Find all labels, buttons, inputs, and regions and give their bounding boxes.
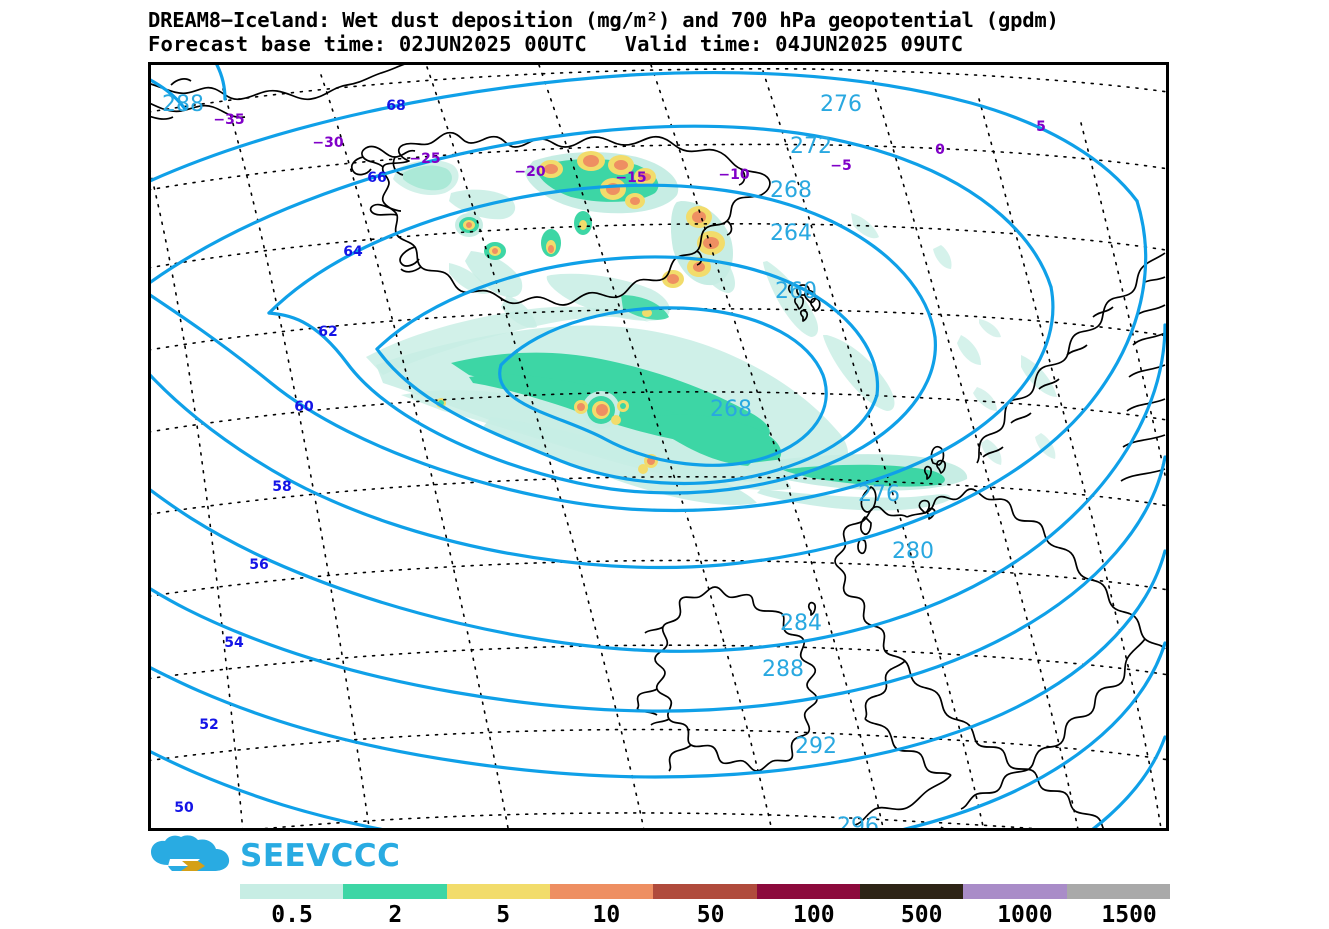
geopotential-label-0: 288: [162, 92, 204, 117]
geopotential-contours: [151, 65, 1166, 828]
chart-title-block: DREAM8−Iceland: Wet dust deposition (mg/…: [148, 8, 1328, 56]
latitude-labels: 68 66 64 62 60 58 56 54 52 50: [174, 98, 405, 816]
geopotential-label-9: 284: [780, 611, 822, 636]
colorbar-segment-0: [240, 884, 344, 899]
colorbar-tick-4: 50: [696, 902, 725, 928]
colorbar-segment-8: [1066, 884, 1170, 899]
latitude-label-4: 60: [294, 399, 314, 415]
colorbar-tick-8: 1500: [1101, 902, 1157, 928]
colorbar: 0.5 2 5 10 50 100 500 1000 1500: [240, 884, 1170, 929]
chart-title-line-1: DREAM8−Iceland: Wet dust deposition (mg/…: [148, 8, 1059, 32]
map-plot-area: 288 276 272 268 264 260 268 276 280 284 288 292 296 …: [148, 62, 1169, 831]
chart-title-line-2: Forecast base time: 02JUN2025 00UTC Vali…: [148, 32, 964, 56]
colorbar-tick-0: 0.5: [271, 902, 313, 928]
latitude-label-1: 66: [367, 170, 386, 186]
colorbar-segment-5: [756, 884, 860, 899]
longitude-label-6: −5: [830, 158, 851, 174]
colorbar-tick-6: 500: [900, 902, 943, 928]
coastlines: [151, 65, 1166, 828]
map-canvas: 288 276272268264260268276280284288292296 …: [151, 65, 1166, 828]
geopotential-label-4: 264: [770, 221, 812, 246]
geopotential-label-11: 292: [795, 734, 837, 759]
colorbar-tick-5: 100: [793, 902, 835, 928]
colorbar-segment-4: [653, 884, 757, 899]
iceland-deposition: [393, 151, 733, 321]
dust-deposition-shading: [366, 151, 1057, 511]
geopotential-label-5: 260: [775, 279, 817, 304]
longitude-label-4: −15: [615, 170, 646, 186]
geopotential-label-6: 268: [710, 397, 752, 422]
cloud-icon: [151, 835, 230, 871]
colorbar-segment-6: [859, 884, 964, 899]
latitude-label-5: 58: [272, 479, 291, 495]
longitude-labels: −35 −30 −25 −20 −15 −10 −5 0 5: [213, 112, 1045, 186]
longitude-label-5: −10: [718, 167, 749, 183]
colorbar-tick-1: 2: [388, 902, 403, 928]
latitude-label-9: 50: [174, 800, 194, 816]
colorbar-segment-2: [446, 884, 550, 899]
longitude-label-8: 5: [1036, 119, 1046, 135]
faroe-islands: [787, 283, 821, 322]
latitude-label-2: 64: [343, 244, 363, 260]
latitude-label-0: 68: [386, 98, 405, 114]
longitude-label-7: 0: [935, 142, 945, 158]
colorbar-segment-3: [549, 884, 654, 899]
colorbar-segment-7: [963, 884, 1067, 899]
colorbar-tick-labels: 0.5 2 5 10 50 100 500 1000 1500: [240, 899, 1170, 929]
geopotential-label-8: 280: [892, 539, 934, 564]
geopotential-label-2: 272: [790, 134, 832, 159]
latitude-label-8: 52: [199, 717, 218, 733]
geopotential-label-10: 288: [762, 657, 804, 682]
colorbar-strip: [240, 884, 1170, 899]
latitude-label-3: 62: [318, 324, 337, 340]
longitude-label-3: −20: [514, 164, 545, 180]
colorbar-tick-3: 10: [592, 902, 621, 928]
colorbar-tick-7: 1000: [997, 902, 1053, 928]
geopotential-label-12: 296: [837, 814, 879, 828]
longitude-label-1: −30: [312, 135, 343, 151]
latitude-label-7: 54: [224, 635, 244, 651]
latitude-label-6: 56: [249, 557, 268, 573]
longitude-label-2: −25: [409, 151, 440, 167]
colorbar-tick-2: 5: [496, 902, 511, 928]
geopotential-label-7: 276: [858, 482, 900, 507]
colorbar-segment-1: [343, 884, 447, 899]
logo-text: SEEVCCC: [240, 838, 401, 874]
geopotential-label-1: 276: [820, 92, 862, 117]
geopotential-label-3: 268: [770, 178, 812, 203]
longitude-label-0: −35: [213, 112, 244, 128]
seevccc-logo: SEEVCCC: [148, 834, 400, 878]
geopotential-labels: 288 276 272 268 264 260 268 276 280 284 288 292 296: [162, 92, 934, 828]
